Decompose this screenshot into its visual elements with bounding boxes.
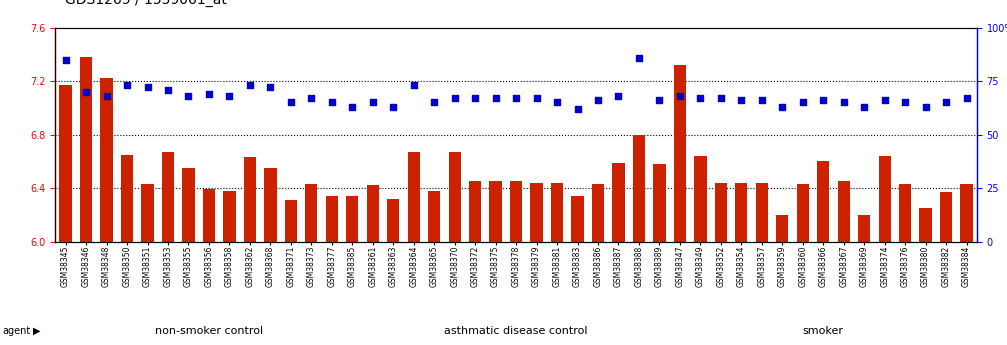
Bar (694, 156, 707, 241)
Bar (285, 200, 297, 242)
Point (672, 93, 688, 99)
Text: agent: agent (2, 326, 30, 336)
Point (262, 85, 278, 90)
Point (180, 93, 196, 99)
Point (856, 104, 872, 109)
Point (160, 87, 176, 92)
Bar (715, 183, 727, 242)
Bar (551, 183, 563, 242)
Point (487, 96, 504, 101)
Point (200, 91, 218, 97)
Bar (654, 164, 666, 242)
Point (467, 96, 483, 101)
Point (815, 98, 831, 103)
Bar (899, 184, 911, 242)
Text: GDS1269 / 1559061_at: GDS1269 / 1559061_at (65, 0, 228, 7)
Bar (961, 184, 973, 242)
Bar (755, 183, 768, 242)
Bar (367, 185, 379, 242)
Point (283, 100, 299, 105)
Point (590, 98, 606, 103)
Point (344, 104, 361, 109)
Point (630, 55, 646, 60)
Bar (182, 168, 194, 241)
Text: non-smoker control: non-smoker control (155, 326, 263, 336)
Point (897, 100, 913, 105)
Bar (858, 215, 870, 242)
Bar (428, 191, 440, 242)
Bar (387, 199, 400, 242)
Point (406, 82, 422, 88)
Text: smoker: smoker (803, 326, 844, 336)
Bar (59, 85, 71, 242)
Bar (101, 78, 113, 242)
Point (876, 98, 892, 103)
Bar (305, 184, 317, 242)
Point (508, 96, 524, 101)
Bar (408, 152, 420, 242)
Point (570, 106, 586, 112)
Bar (735, 183, 747, 242)
Bar (244, 157, 256, 241)
Bar (838, 181, 850, 241)
Text: ▶: ▶ (33, 326, 40, 336)
Point (939, 100, 955, 105)
Point (323, 100, 339, 105)
Point (652, 98, 668, 103)
Bar (325, 196, 338, 241)
Point (222, 93, 238, 99)
Bar (531, 183, 543, 242)
Point (713, 96, 729, 101)
Bar (469, 181, 481, 241)
Bar (162, 152, 174, 242)
Bar (224, 191, 236, 242)
Point (692, 96, 708, 101)
Bar (940, 192, 953, 242)
Bar (919, 208, 931, 242)
Bar (141, 184, 154, 242)
Point (917, 104, 933, 109)
Bar (592, 184, 604, 242)
Bar (202, 189, 215, 241)
Bar (817, 161, 830, 242)
Point (385, 104, 401, 109)
Bar (612, 162, 624, 242)
Bar (878, 156, 891, 241)
Point (549, 100, 565, 105)
Point (733, 98, 749, 103)
Point (365, 100, 381, 105)
Point (529, 96, 545, 101)
Bar (510, 181, 523, 241)
Point (774, 104, 790, 109)
Bar (80, 57, 93, 241)
Bar (674, 65, 686, 241)
Bar (121, 155, 133, 242)
Point (99, 93, 115, 99)
Point (836, 100, 852, 105)
Bar (797, 184, 809, 242)
Point (57, 57, 74, 62)
Point (753, 98, 769, 103)
Point (446, 96, 462, 101)
Bar (776, 215, 788, 242)
Point (119, 82, 135, 88)
Point (139, 85, 155, 90)
Point (959, 96, 975, 101)
Point (795, 100, 811, 105)
Point (426, 100, 442, 105)
Point (610, 93, 626, 99)
Bar (571, 196, 584, 241)
Point (242, 82, 258, 88)
Bar (264, 168, 277, 241)
Bar (632, 135, 645, 242)
Point (303, 96, 319, 101)
Text: asthmatic disease control: asthmatic disease control (444, 326, 588, 336)
Bar (346, 196, 358, 241)
Point (78, 89, 94, 95)
Bar (448, 152, 461, 242)
Bar (489, 181, 501, 241)
